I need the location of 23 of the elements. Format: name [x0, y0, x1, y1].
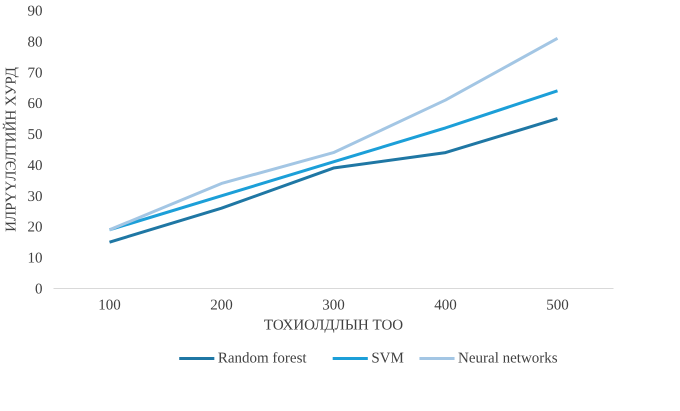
x-tick-label: 300 [322, 298, 345, 314]
line-series [108, 36, 559, 232]
y-tick-label: 40 [28, 158, 42, 174]
x-tick-label: 200 [210, 298, 233, 314]
x-tick-label: 100 [98, 298, 121, 314]
legend-label: Neural networks [458, 350, 558, 366]
y-tick-label: 90 [28, 4, 42, 20]
x-axis-title: ТОХИОЛДЛЫН ТОО [264, 318, 404, 334]
legend-label: SVM [371, 350, 404, 366]
line-series [108, 117, 559, 244]
legend-label: Random forest [218, 350, 308, 366]
line-series [108, 89, 559, 232]
y-tick-label: 50 [28, 127, 42, 144]
y-tick-label: 70 [28, 65, 42, 82]
y-tick-label: 60 [28, 96, 42, 112]
y-tick-label: 30 [28, 188, 42, 205]
y-tick-label: 0 [35, 282, 42, 298]
y-tick-label: 10 [28, 250, 42, 267]
y-tick-label: 80 [28, 34, 42, 50]
x-tick-label: 500 [546, 298, 569, 314]
y-axis-title: ИЛРҮҮЛЭЛТИЙН ХУРД [2, 67, 20, 232]
y-tick-label: 20 [28, 220, 42, 236]
x-tick-label: 400 [434, 298, 457, 314]
